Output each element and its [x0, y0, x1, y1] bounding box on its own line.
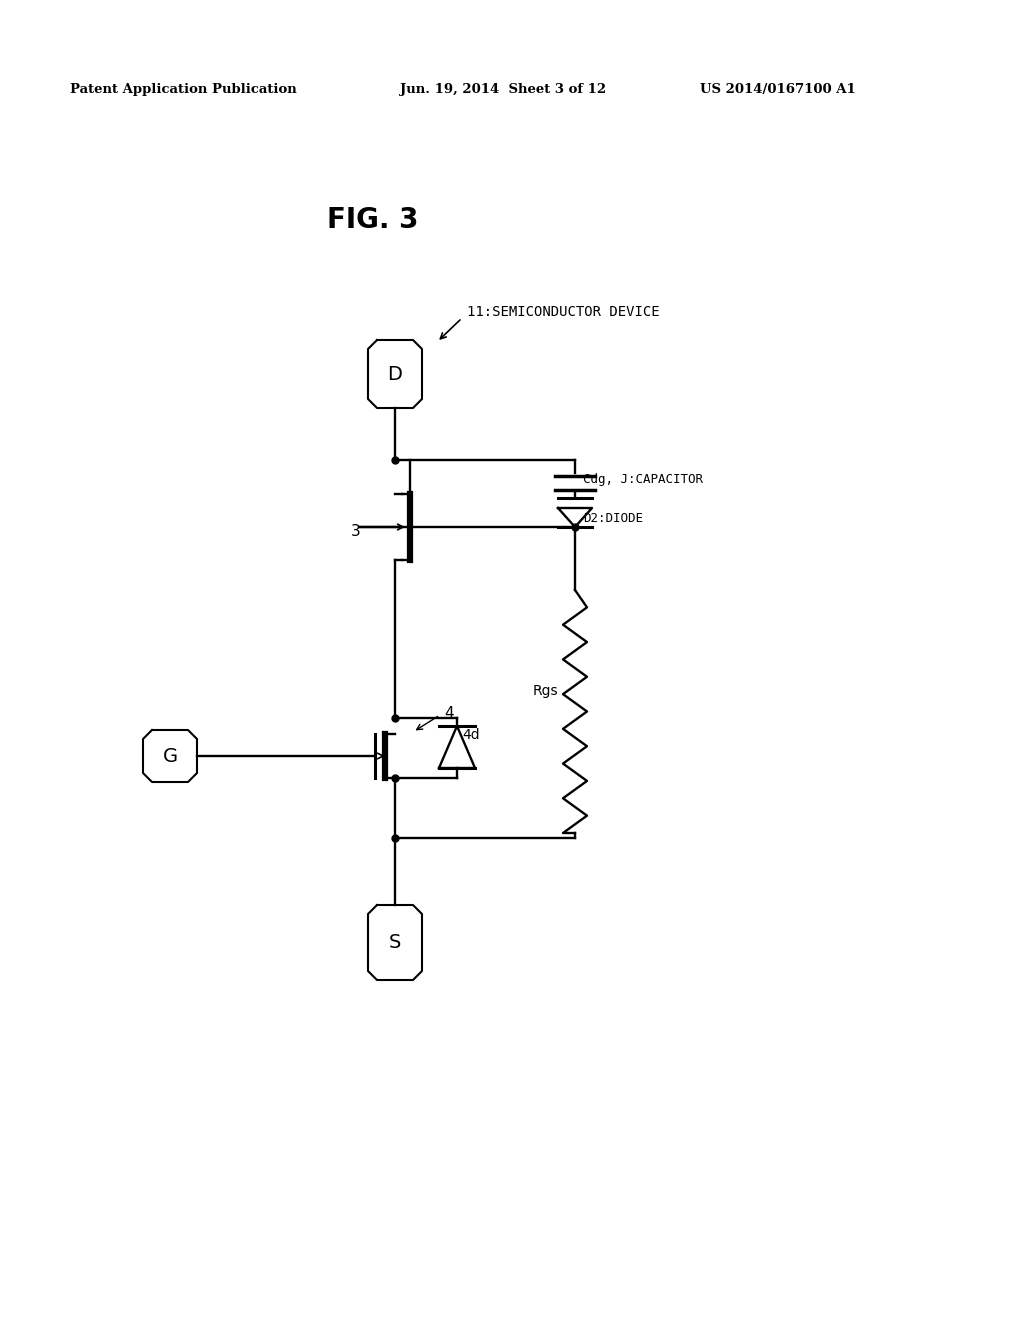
Text: 3: 3 [351, 524, 360, 540]
Text: S: S [389, 933, 401, 952]
Text: D: D [387, 364, 402, 384]
Text: FIG. 3: FIG. 3 [327, 206, 419, 234]
Text: Jun. 19, 2014  Sheet 3 of 12: Jun. 19, 2014 Sheet 3 of 12 [400, 83, 606, 96]
Text: D2:DIODE: D2:DIODE [583, 511, 643, 524]
Text: Cdg, J:CAPACITOR: Cdg, J:CAPACITOR [583, 473, 703, 486]
Text: 11:SEMICONDUCTOR DEVICE: 11:SEMICONDUCTOR DEVICE [467, 305, 659, 319]
Text: 4d: 4d [462, 729, 479, 742]
Text: Rgs: Rgs [534, 685, 559, 698]
Text: Patent Application Publication: Patent Application Publication [70, 83, 297, 96]
Text: 4: 4 [444, 705, 454, 721]
Text: US 2014/0167100 A1: US 2014/0167100 A1 [700, 83, 856, 96]
Text: G: G [163, 747, 177, 766]
